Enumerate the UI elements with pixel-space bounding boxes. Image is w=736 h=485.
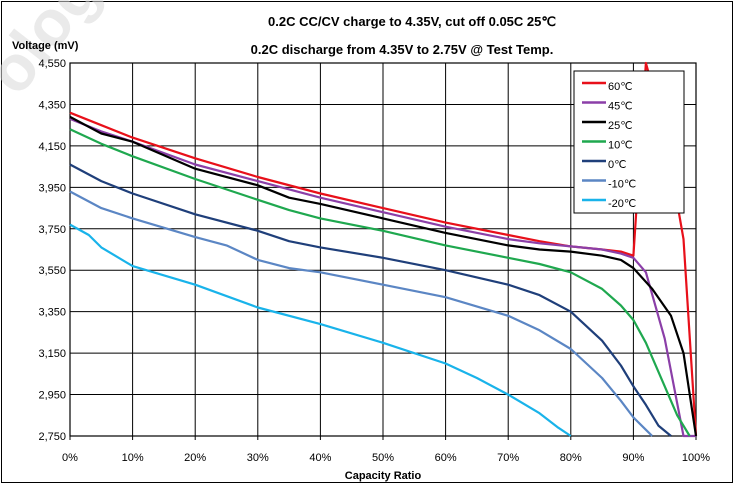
legend-entry: -20℃ — [608, 198, 636, 210]
x-tick-label: 0% — [62, 452, 78, 464]
y-tick-label: 3,350 — [38, 307, 66, 319]
y-tick-label: 4,550 — [38, 58, 66, 70]
x-tick-label: 20% — [184, 452, 206, 464]
legend-entry: 10℃ — [608, 140, 633, 152]
series-line-5 — [69, 190, 653, 437]
y-tick-label: 4,350 — [38, 99, 66, 111]
legend-entry: 45℃ — [608, 101, 633, 113]
legend-entry: 0℃ — [608, 159, 626, 171]
x-tick-label: 60% — [435, 452, 457, 464]
x-tick-label: 90% — [622, 452, 644, 464]
legend-entry: 25℃ — [608, 120, 633, 132]
series-line-4 — [69, 163, 672, 437]
chart-title-line1: 0.2C CC/CV charge to 4.35V, cut off 0.05… — [268, 14, 556, 29]
y-tick-label: 3,550 — [38, 265, 66, 277]
y-tick-label: 3,150 — [38, 348, 66, 360]
plot-border — [69, 62, 697, 437]
series-line-1 — [69, 117, 696, 438]
legend: 60℃ 45℃ 25℃ 10℃ 0℃ -10℃ -20℃ — [573, 70, 685, 214]
x-tick-label: 30% — [247, 452, 269, 464]
series-line-2 — [69, 115, 698, 437]
y-tick-label: 3,750 — [38, 224, 66, 236]
x-tick-label: 10% — [122, 452, 144, 464]
y-axis-label: Voltage (mV) — [12, 40, 79, 52]
y-tick-label: 2,750 — [38, 431, 66, 443]
x-axis-label: Capacity Ratio — [345, 470, 422, 482]
y-tick-label: 4,150 — [38, 141, 66, 153]
plot-area: 2,750 2,950 3,150 3,350 3,550 3,750 3,950 4,150… — [38, 58, 710, 464]
x-tick-label: 100% — [682, 452, 710, 464]
legend-entry: -10℃ — [608, 179, 636, 191]
legend-box — [573, 70, 685, 214]
legend-entry: 60℃ — [608, 81, 633, 93]
series-line-6 — [69, 223, 572, 437]
x-tick-label: 70% — [497, 452, 519, 464]
chart-title-line2: 0.2C discharge from 4.35V to 2.75V @ Tes… — [251, 42, 554, 57]
series-line-3 — [69, 128, 691, 437]
x-tick-label: 50% — [372, 452, 394, 464]
y-tick-label: 3,950 — [38, 182, 66, 194]
x-tick-label: 80% — [560, 452, 582, 464]
y-tick-label: 2,950 — [38, 390, 66, 402]
x-tick-label: 40% — [309, 452, 331, 464]
